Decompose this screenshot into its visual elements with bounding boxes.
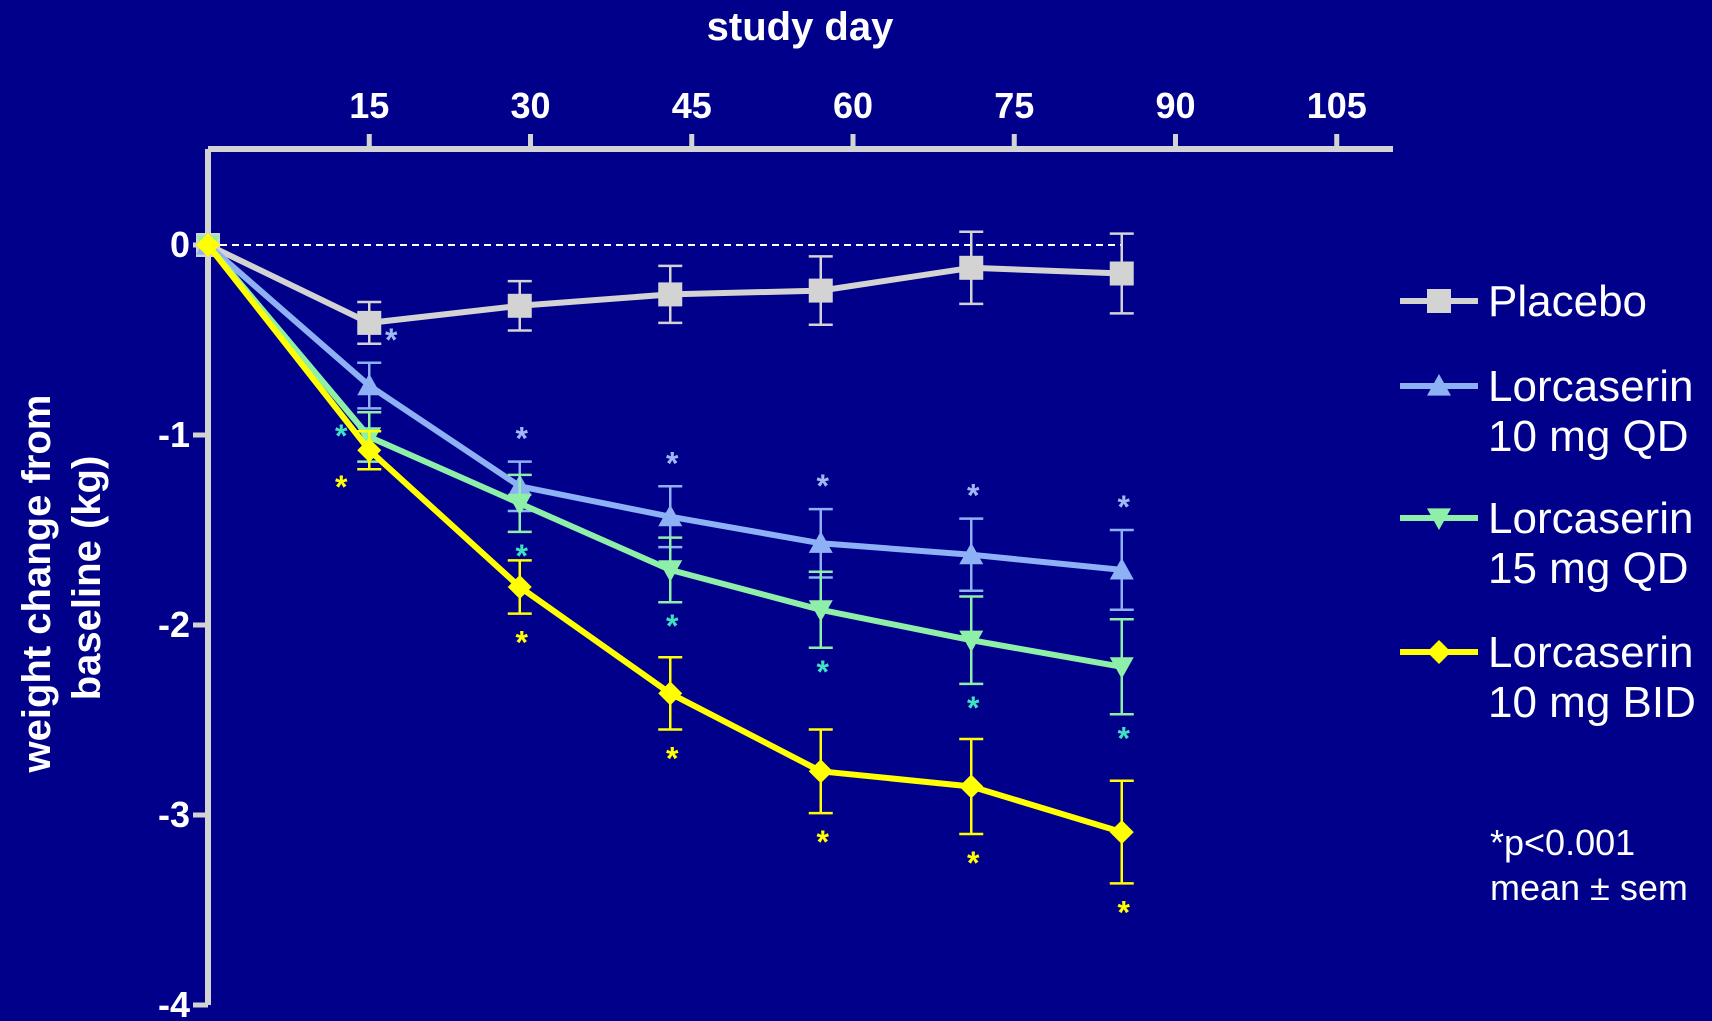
significance-star: *	[1118, 489, 1131, 525]
data-point	[357, 438, 382, 463]
significance-star: *	[516, 625, 529, 661]
legend-label: Placebo	[1488, 277, 1647, 326]
y-axis-title-line-1: weight change from	[15, 395, 59, 774]
x-axis-title: study day	[707, 5, 894, 49]
data-point	[507, 293, 532, 318]
mean-sem-note: mean ± sem	[1490, 867, 1688, 908]
data-point	[658, 560, 683, 582]
x-tick-label: 45	[672, 85, 712, 126]
x-tick-label: 30	[510, 85, 550, 126]
significance-star: *	[666, 445, 679, 481]
data-point	[959, 255, 984, 280]
significance-star: *	[967, 690, 980, 726]
significance-star: *	[817, 654, 830, 690]
y-tick-label: -4	[158, 984, 190, 1021]
data-point	[507, 493, 532, 516]
legend-label: Lorcaserin	[1488, 494, 1693, 543]
legend-marker	[1427, 289, 1451, 313]
significance-star: *	[817, 468, 830, 504]
significance-star: *	[1118, 720, 1131, 756]
y-tick-label: 0	[170, 224, 190, 265]
data-point	[357, 373, 382, 396]
data-point	[658, 681, 683, 706]
data-point	[808, 531, 833, 553]
significance-star: *	[335, 418, 348, 454]
data-point	[1109, 657, 1134, 679]
axes: 15 30 45 60 75 90 105 0 -1 -2 -3 -4	[158, 85, 1393, 1021]
legend-marker	[1427, 508, 1451, 530]
significance-star: *	[666, 741, 679, 777]
series-0	[196, 230, 1134, 346]
data-point	[507, 575, 532, 599]
x-tick-label: 75	[994, 85, 1034, 126]
legend-label: 10 mg BID	[1488, 678, 1696, 727]
x-tick-label: 60	[833, 85, 873, 126]
x-tick-label: 15	[349, 85, 389, 126]
data-point	[357, 310, 382, 335]
legend-item-0: Placebo	[1400, 277, 1647, 326]
significance-star: *	[666, 608, 679, 644]
data-point	[1109, 557, 1134, 580]
y-axis-title-line-2: baseline (kg)	[65, 456, 109, 701]
y-tick-label: -3	[158, 794, 190, 835]
significance-note: *p<0.001	[1490, 822, 1635, 863]
significance-star: *	[516, 538, 529, 574]
data-point	[658, 282, 683, 307]
series-3: * * * * * *	[196, 233, 1134, 930]
data-point	[959, 542, 984, 565]
data-point	[196, 233, 220, 257]
data-point	[658, 504, 683, 527]
significance-star: *	[335, 469, 348, 505]
x-tick-label: 105	[1307, 85, 1367, 126]
significance-star: *	[967, 478, 980, 514]
significance-star: *	[385, 322, 398, 358]
data-point	[1109, 261, 1134, 286]
legend-label: 10 mg QD	[1488, 412, 1689, 461]
significance-star: *	[516, 421, 529, 457]
y-tick-label: -1	[158, 414, 190, 455]
data-point	[959, 630, 984, 653]
data-point	[808, 759, 833, 784]
legend-marker	[1427, 374, 1451, 396]
significance-star: *	[967, 845, 980, 881]
data-point	[808, 600, 833, 622]
significance-star: *	[817, 824, 830, 860]
y-axis-title: weight change from baseline (kg)	[15, 384, 109, 774]
data-point	[808, 278, 833, 303]
data-point	[959, 774, 984, 799]
series-layer: * * * * * * * * * * * * * * * * * *	[196, 230, 1134, 930]
significance-star: *	[1118, 894, 1131, 930]
x-tick-label: 90	[1155, 85, 1195, 126]
legend-label: Lorcaserin	[1488, 362, 1693, 411]
legend-label: 15 mg QD	[1488, 544, 1689, 593]
y-tick-label: -2	[158, 604, 190, 645]
data-point	[1109, 820, 1134, 845]
legend-label: Lorcaserin	[1488, 628, 1693, 677]
legend-marker	[1427, 640, 1451, 664]
